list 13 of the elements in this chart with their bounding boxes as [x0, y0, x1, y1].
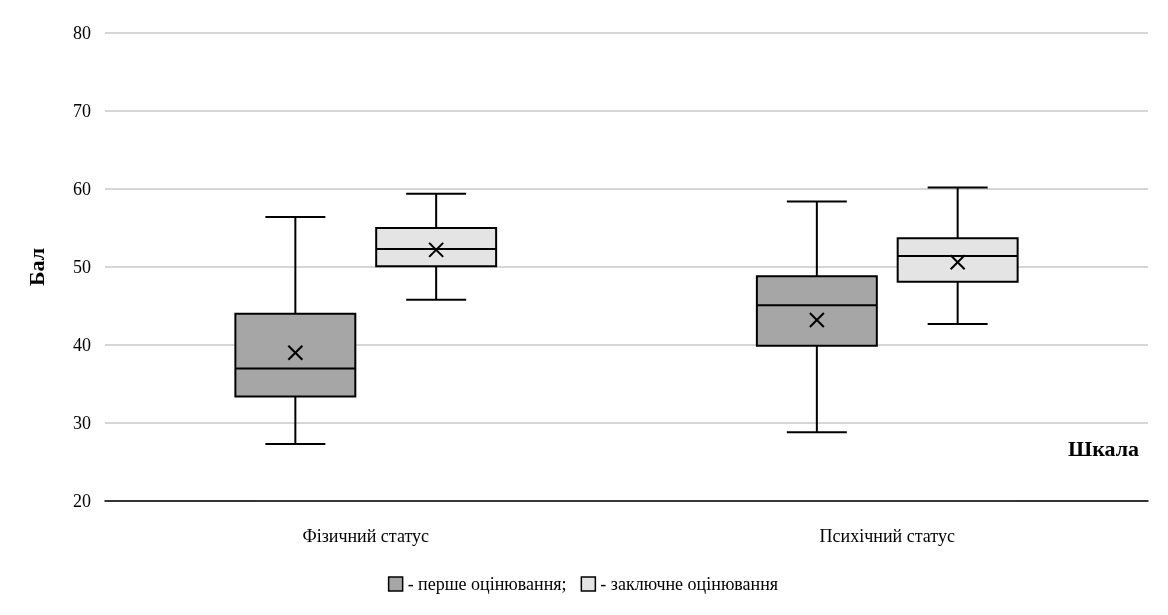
- y-tick-label: 60: [73, 179, 91, 199]
- legend-label: - заключне оцінювання: [600, 574, 779, 594]
- y-axis-title: Бал: [23, 247, 49, 287]
- y-tick-label: 80: [73, 23, 91, 43]
- x-tick-label: Фізичний статус: [302, 526, 430, 546]
- y-tick-label: 30: [73, 413, 91, 433]
- y-tick-label: 40: [73, 335, 91, 355]
- y-tick-label: 70: [73, 101, 91, 121]
- y-tick-label: 20: [73, 491, 91, 511]
- x-axis-title: Шкала: [1068, 435, 1140, 461]
- y-tick-label: 50: [73, 257, 91, 277]
- x-tick-label: Психічний статус: [819, 526, 955, 546]
- legend-label: - перше оцінювання;: [407, 574, 567, 594]
